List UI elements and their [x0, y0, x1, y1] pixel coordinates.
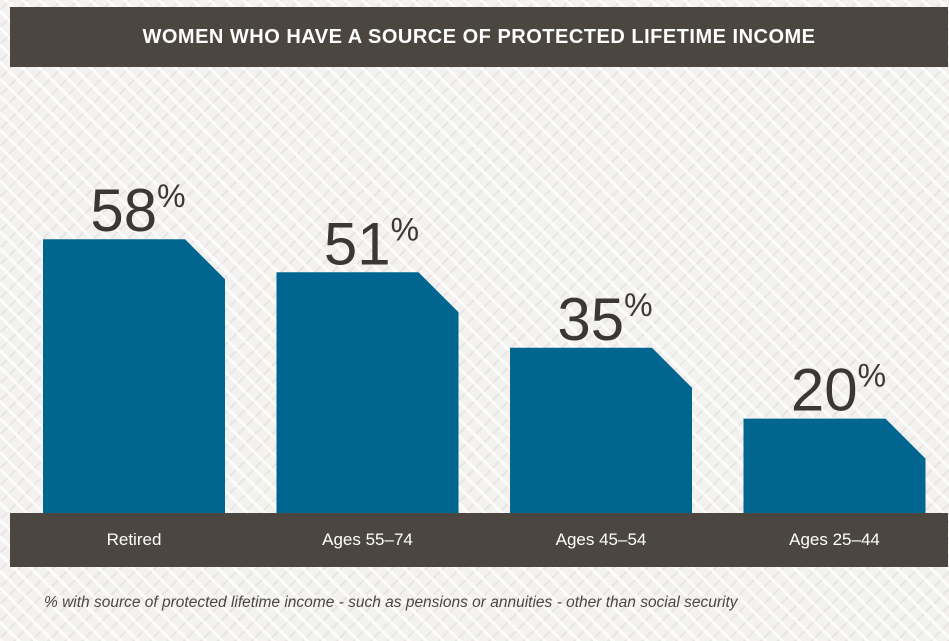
bar-2 [510, 347, 692, 513]
category-axis-bar: Retired Ages 55–74 Ages 45–54 Ages 25–44 [10, 513, 948, 567]
value-number-1: 51 [324, 210, 391, 277]
category-label-3: Ages 25–44 [789, 530, 880, 549]
value-number-3: 20 [791, 357, 858, 424]
value-suffix-3: % [858, 358, 886, 394]
bar-1 [276, 272, 459, 513]
value-label-3: 20% [791, 357, 886, 424]
chart-title: WOMEN WHO HAVE A SOURCE OF PROTECTED LIF… [142, 25, 816, 48]
value-label-2: 35% [557, 286, 652, 353]
value-suffix-0: % [157, 178, 185, 214]
category-label-0: Retired [106, 530, 162, 549]
value-label-0: 58% [90, 177, 185, 244]
bar-3 [743, 418, 926, 513]
value-suffix-1: % [391, 211, 419, 247]
value-suffix-2: % [624, 287, 652, 323]
value-number-0: 58 [90, 177, 157, 244]
chart-title-bar: WOMEN WHO HAVE A SOURCE OF PROTECTED LIF… [10, 7, 948, 67]
category-label-1: Ages 55–74 [322, 530, 413, 549]
bar-0 [43, 239, 225, 514]
value-number-2: 35 [557, 286, 624, 353]
value-label-1: 51% [324, 210, 419, 277]
footnote: % with source of protected lifetime inco… [44, 594, 738, 611]
category-label-2: Ages 45–54 [555, 530, 647, 549]
